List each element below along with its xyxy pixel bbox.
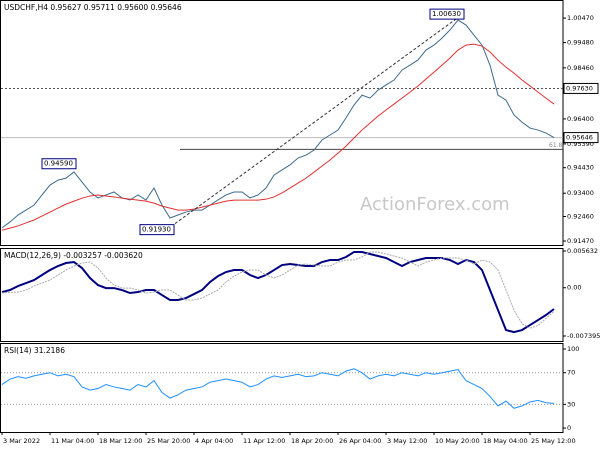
annotation-box [139, 224, 175, 236]
annotation-label: 0.91930 [142, 226, 171, 234]
panel-frame [0, 248, 564, 342]
y-tick-label: 0.94430 [567, 164, 594, 172]
x-tick-label: 25 May 12:00 [531, 437, 576, 445]
annotation-label: 1.00630 [432, 10, 461, 18]
price-tag [563, 132, 599, 144]
annotation-box [41, 158, 77, 170]
series-line [1, 251, 555, 329]
annotation-box [429, 8, 465, 20]
y-tick-label: 70 [567, 369, 575, 377]
panel-frame [0, 0, 564, 246]
x-tick-label: 11 Apr 12:00 [243, 437, 285, 445]
panel-frame [0, 343, 564, 433]
y-tick-label: 0.96400 [567, 115, 594, 123]
x-tick-label: 18 May 04:00 [483, 437, 528, 445]
x-tick-label: 4 Apr 04:00 [195, 437, 233, 445]
y-tick-label: 0.005632 [567, 247, 598, 255]
trend-line [174, 15, 461, 225]
y-tick-label: 0.91470 [567, 237, 594, 245]
annotation-label: 0.94590 [44, 160, 73, 168]
y-tick-label: -0.007395 [567, 332, 600, 340]
x-tick-label: 3 May 12:00 [387, 437, 427, 445]
x-tick-label: 18 Apr 20:00 [291, 437, 333, 445]
y-tick-label: 0 [567, 424, 571, 432]
x-tick-label: 3 Mar 2022 [3, 437, 40, 445]
price-tag-label: 0.97630 [566, 84, 593, 92]
series-line [1, 43, 555, 231]
y-tick-label: 0.92460 [567, 213, 594, 221]
y-tick-label: 0.99480 [567, 39, 594, 47]
panel-title: MACD(12,26,9) -0.003257 -0.003620 [4, 251, 143, 260]
y-tick-label: 0.00 [567, 284, 581, 292]
x-tick-label: 11 Mar 04:00 [51, 437, 94, 445]
y-tick-label: 0.95390 [567, 140, 594, 148]
y-tick-label: 1.00470 [567, 14, 594, 22]
fib-label: 61.8 [549, 142, 563, 149]
y-tick-label: 30 [567, 400, 575, 408]
price-tag-label: 0.95646 [566, 134, 593, 142]
x-tick-label: 25 Mar 20:00 [147, 437, 190, 445]
y-tick-label: 0.98460 [567, 64, 594, 72]
x-tick-label: 18 Mar 12:00 [99, 437, 142, 445]
price-tag [563, 82, 599, 94]
y-tick-label: 0.93400 [567, 189, 594, 197]
x-tick-label: 26 Apr 04:00 [339, 437, 381, 445]
y-tick-label: 100 [567, 345, 579, 353]
series-line [1, 368, 555, 409]
series-line [1, 250, 555, 334]
panel-title: USDCHF,H4 0.95627 0.95711 0.95600 0.9564… [4, 3, 182, 12]
watermark: ActionForex.com [360, 194, 510, 215]
x-tick-label: 10 May 20:00 [435, 437, 480, 445]
panel-title: RSI(14) 31.2186 [4, 346, 65, 355]
